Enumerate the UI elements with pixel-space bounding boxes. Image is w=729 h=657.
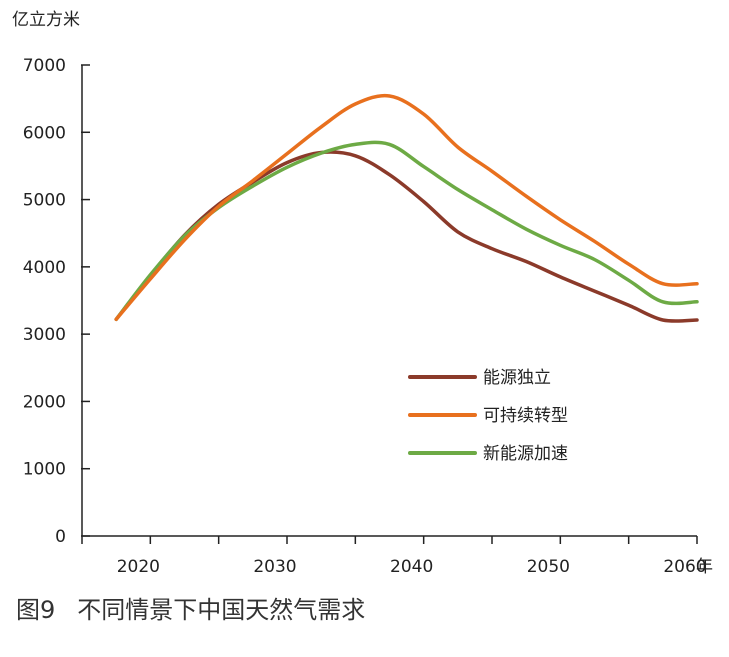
- y-tick-label: 6000: [23, 123, 66, 143]
- series-line-1: [114, 150, 699, 323]
- figure-title: 不同情景下中国天然气需求: [77, 596, 366, 624]
- legend-label-1: 能源独立: [483, 368, 551, 388]
- figure-caption: 图9 不同情景下中国天然气需求: [16, 590, 365, 625]
- y-axis-unit: 亿立方米: [12, 10, 80, 30]
- figure-number: 图9: [16, 596, 56, 624]
- y-tick-label: 3000: [23, 325, 66, 345]
- legend-label-2: 可持续转型: [483, 406, 568, 426]
- x-tick-label: 2020: [117, 557, 160, 577]
- x-tick-label: 2040: [390, 557, 433, 577]
- y-tick-label: 7000: [23, 56, 66, 76]
- series-line-3: [114, 140, 699, 322]
- y-tick-label: 5000: [23, 191, 66, 211]
- y-tick-label: 0: [55, 527, 66, 547]
- x-axis: 2020 2030 2040 2050 2060: [81, 535, 707, 577]
- x-tick-label: 2050: [527, 557, 570, 577]
- y-tick-label: 2000: [23, 392, 66, 412]
- series-group: [114, 93, 699, 323]
- legend-label-3: 新能源加速: [483, 444, 568, 464]
- y-tick-label: 1000: [23, 460, 66, 480]
- x-tick-label: 2060: [663, 557, 706, 577]
- x-axis-unit: 年: [696, 557, 713, 577]
- x-tick-label: 2030: [253, 557, 296, 577]
- series-line-2: [114, 93, 699, 322]
- y-tick-label: 4000: [23, 258, 66, 278]
- y-axis: 0 1000 2000 3000 4000 5000 6000 7000: [23, 56, 90, 547]
